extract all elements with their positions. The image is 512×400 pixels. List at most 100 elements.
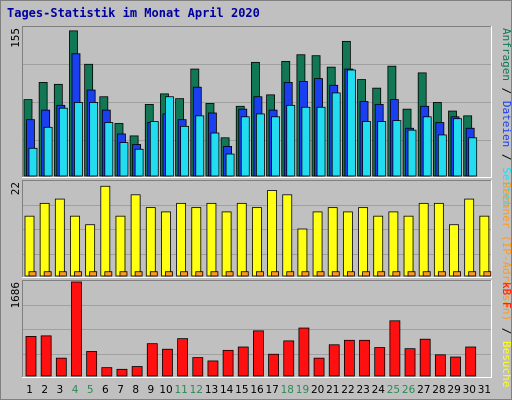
bar-kbytes-day-27 (419, 338, 431, 377)
x-tick-label: 19 (296, 384, 309, 396)
bar-pages-day-20 (316, 106, 326, 177)
bar-kbytes-day-30 (465, 346, 477, 377)
bar-visits-day-6 (100, 185, 111, 277)
bar-visits-day-28 (433, 202, 444, 277)
x-tick-label: 9 (148, 384, 155, 396)
bar-visits-day-4 (70, 215, 80, 277)
bar-sites-day-13 (210, 271, 219, 277)
bar-visits-day-9 (145, 207, 156, 277)
bar-visits-day-19 (297, 228, 308, 277)
x-tick-label: 1 (26, 384, 33, 396)
bar-kbytes-day-22 (343, 339, 355, 377)
bar-kbytes-day-13 (207, 360, 219, 377)
bar-sites-day-18 (286, 271, 295, 277)
bar-pages-day-19 (301, 106, 311, 177)
x-tick-label: 3 (57, 384, 64, 396)
bar-visits-day-10 (161, 211, 171, 277)
bar-sites-day-26 (407, 271, 416, 277)
panel-visits-legend: Rechner (IP-Adressen) / Besuche (500, 182, 512, 387)
x-tick-label: 29 (447, 384, 460, 396)
bar-kbytes-day-29 (450, 356, 461, 377)
bar-sites-day-20 (316, 271, 325, 277)
bar-visits-day-30 (464, 198, 475, 277)
x-tick-label: 14 (220, 384, 234, 396)
x-tick-label: 5 (87, 384, 94, 396)
bar-sites-day-12 (195, 271, 204, 277)
x-tick-label: 8 (132, 384, 139, 396)
x-tick-label: 13 (205, 384, 218, 396)
bar-visits-day-29 (449, 224, 459, 277)
bar-sites-day-29 (453, 271, 461, 277)
bar-pages-day-26 (407, 129, 417, 177)
bar-pages-day-9 (149, 121, 159, 177)
bar-sites-day-28 (437, 271, 446, 277)
bar-kbytes-day-18 (283, 340, 295, 377)
bar-sites-day-21 (331, 271, 340, 277)
panel-kbytes-ymax-label: 1686 (9, 282, 22, 309)
bar-pages-day-3 (58, 107, 68, 177)
bar-sites-day-9 (149, 271, 158, 277)
x-tick-label: 22 (341, 384, 354, 396)
bar-pages-day-10 (165, 96, 174, 177)
bar-sites-day-1 (28, 271, 37, 277)
bar-pages-day-25 (392, 120, 402, 177)
bar-pages-day-17 (271, 116, 280, 177)
bar-kbytes-day-24 (374, 347, 386, 377)
x-axis-day-labels: 1 2 3 4 5 6 7 8 9 10 11 12 13 14 15 16 17 18 19 20 21 22 23 24 2… (26, 384, 491, 396)
x-tick-label: 11 (175, 384, 188, 396)
bar-pages-day-13 (210, 132, 220, 177)
bar-kbytes-day-19 (298, 327, 310, 377)
bar-sites-day-11 (180, 271, 189, 277)
bar-sites-day-7 (119, 271, 128, 277)
bar-kbytes-day-9 (146, 343, 158, 377)
chart-panels: 155 Anfragen / Dateien / Seiten 22 Rechner … (9, 26, 512, 387)
bar-sites-day-8 (134, 271, 143, 277)
x-tick-label: 4 (72, 384, 79, 396)
bar-visits-day-23 (358, 207, 368, 277)
bar-kbytes-day-11 (177, 338, 189, 377)
x-tick-label: 12 (190, 384, 203, 396)
bar-kbytes-day-5 (86, 351, 98, 377)
bar-sites-day-16 (256, 271, 264, 277)
bar-kbytes-day-7 (116, 368, 128, 377)
x-tick-label: 24 (372, 384, 386, 396)
bar-kbytes-day-16 (253, 330, 264, 377)
bar-kbytes-day-23 (359, 339, 370, 377)
x-tick-label: 2 (41, 384, 48, 396)
bar-sites-day-31 (483, 271, 492, 277)
bar-kbytes-day-3 (55, 357, 67, 377)
bar-kbytes-day-20 (313, 357, 325, 377)
x-tick-label: 20 (311, 384, 324, 396)
x-tick-label: 18 (281, 384, 294, 396)
bar-sites-day-4 (74, 271, 82, 277)
bar-kbytes-day-10 (162, 348, 173, 377)
x-tick-label: 7 (117, 384, 124, 396)
bar-sites-day-25 (392, 271, 401, 277)
bar-visits-day-24 (373, 215, 384, 277)
bar-kbytes-day-6 (101, 367, 113, 377)
bar-pages-day-29 (453, 118, 462, 177)
bar-kbytes-day-15 (237, 346, 249, 377)
bar-visits-day-21 (327, 207, 338, 277)
bar-sites-day-2 (43, 271, 52, 277)
legend-entry: / (500, 321, 512, 341)
bar-sites-day-10 (165, 271, 173, 277)
panel-visits-ymax-label: 22 (9, 182, 22, 195)
bar-kbytes-day-2 (40, 335, 52, 377)
bar-pages-day-6 (104, 122, 114, 177)
panel-requests: 155 Anfragen / Dateien / Seiten (9, 26, 512, 207)
bar-pages-day-4 (74, 102, 83, 177)
bar-sites-day-15 (240, 271, 249, 277)
bar-visits-day-31 (479, 215, 490, 277)
bar-pages-day-12 (195, 115, 205, 177)
panel-visits: 22 Rechner (IP-Adressen) / Besuche (9, 180, 512, 387)
bar-pages-day-30 (468, 137, 478, 177)
legend-entry: / (500, 81, 512, 101)
bar-pages-day-23 (362, 121, 371, 177)
bar-pages-day-18 (286, 104, 296, 177)
x-tick-label: 23 (356, 384, 369, 396)
bar-visits-day-5 (85, 224, 96, 277)
bar-pages-day-2 (43, 126, 53, 177)
bar-visits-day-25 (388, 211, 399, 277)
legend-entry: / (500, 147, 512, 167)
